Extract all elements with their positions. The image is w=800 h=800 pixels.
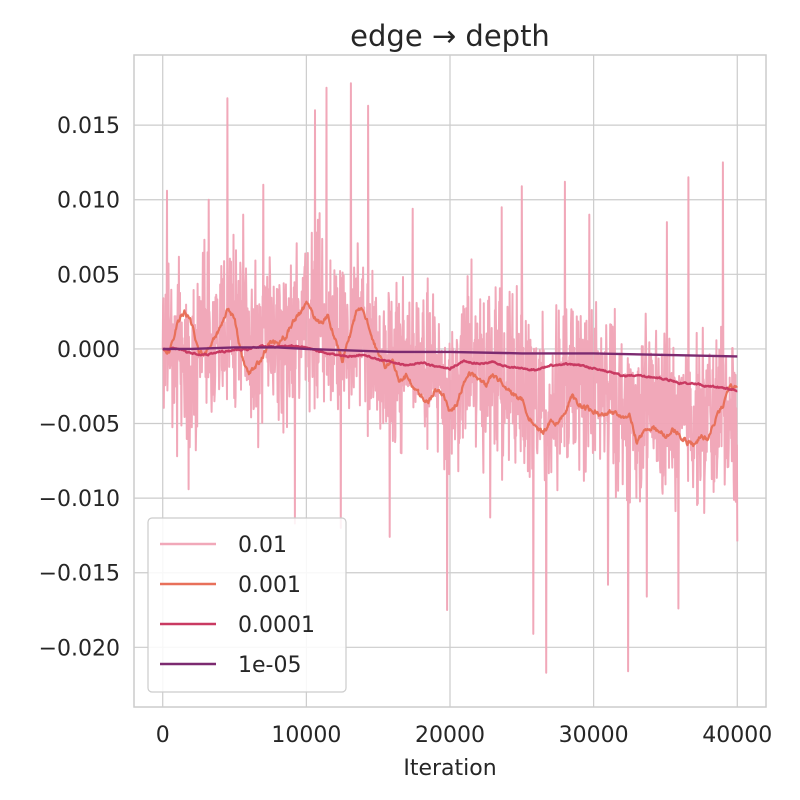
legend-label: 0.001: [238, 573, 301, 598]
legend-label: 0.0001: [238, 613, 315, 638]
y-tick-label: −0.005: [39, 413, 120, 438]
y-tick-label: 0.005: [57, 263, 120, 288]
series-line-3: [162, 346, 738, 358]
x-tick-label: 10000: [271, 723, 341, 748]
series-line-1: [162, 300, 738, 448]
x-tick-label: 0: [156, 723, 170, 748]
series-lines: [161, 82, 739, 674]
legend-label: 1e-05: [238, 653, 301, 678]
plot-frame: [133, 54, 767, 708]
x-axis-label: Iteration: [403, 756, 496, 781]
legend-label: 0.01: [238, 533, 287, 558]
tick-labels: 0 10000 20000 30000 40000 0.015 0.010 0.005 0.00…: [39, 114, 773, 748]
legend: 0.01 0.001 0.0001 1e-05: [147, 517, 347, 693]
y-tick-label: −0.020: [39, 636, 120, 661]
y-tick-label: 0.000: [57, 338, 120, 363]
y-tick-label: 0.010: [57, 189, 120, 214]
legend-box: [147, 517, 347, 693]
y-tick-label: 0.015: [57, 114, 120, 139]
y-tick-label: −0.010: [39, 487, 120, 512]
chart-title: edge → depth: [350, 19, 550, 53]
y-tick-label: −0.015: [39, 562, 120, 587]
x-tick-label: 20000: [415, 723, 485, 748]
axes-frame: [133, 54, 767, 708]
x-tick-label: 30000: [559, 723, 629, 748]
x-tick-label: 40000: [702, 723, 772, 748]
